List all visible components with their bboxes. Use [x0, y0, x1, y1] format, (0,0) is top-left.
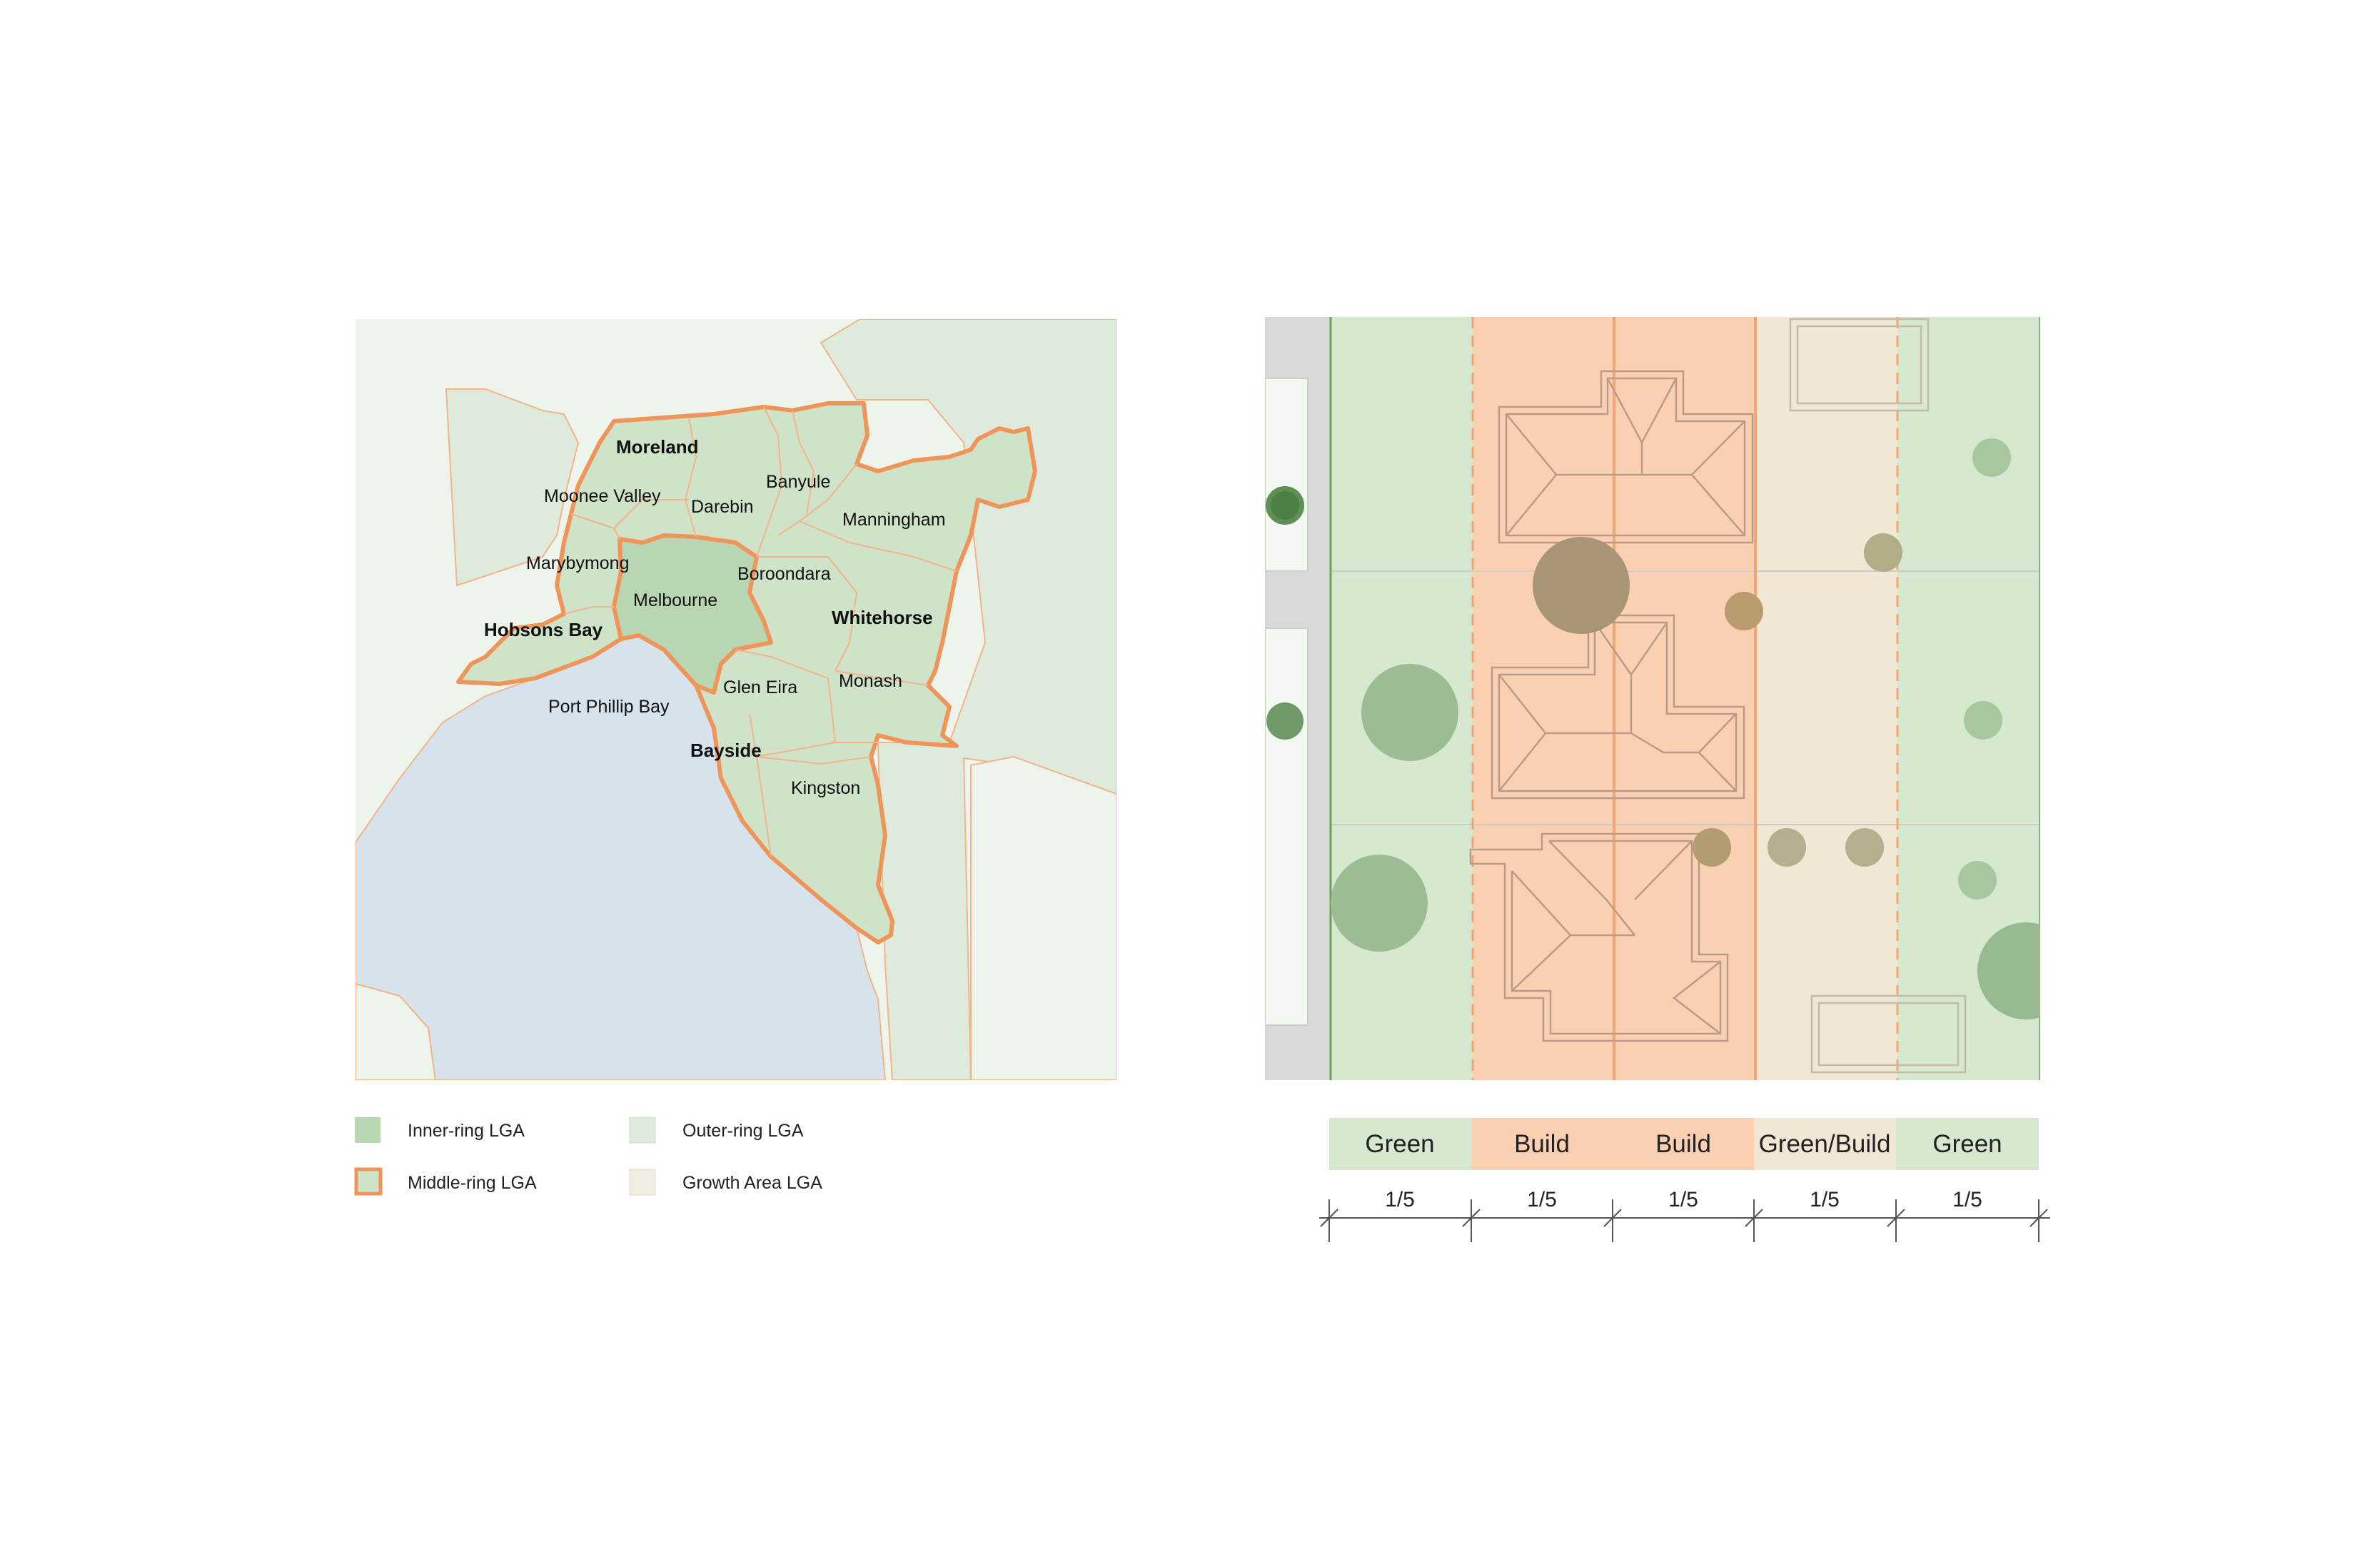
segment-green-1 — [1329, 1118, 1471, 1170]
map-legend: Inner-ring LGA Middle-ring LGA Outer-rin… — [354, 1117, 822, 1196]
label-hobsons-bay: Hobsons Bay — [484, 619, 603, 640]
segment-label: Green/Build — [1759, 1130, 1891, 1158]
label-banyule: Banyule — [766, 472, 830, 492]
tree — [1693, 828, 1731, 867]
label-port-phillip-bay: Port Phillip Bay — [548, 697, 670, 717]
tree — [1972, 438, 2011, 477]
tree — [1271, 491, 1299, 520]
legend-swatch-inner-ring — [355, 1117, 380, 1143]
trees — [1266, 438, 2040, 1019]
segment-bar: Green Build Build Green/Build Green — [1329, 1118, 2039, 1170]
zone-green-build — [1755, 317, 1897, 1080]
dimension-label: 1/5 — [1810, 1188, 1840, 1211]
legend-swatch-growth-area — [629, 1169, 656, 1196]
tree — [1864, 533, 1902, 572]
house-1 — [1498, 370, 1754, 544]
label-moonee-valley: Moonee Valley — [544, 486, 661, 506]
segment-label: Green — [1932, 1130, 2002, 1158]
segment-build-2 — [1613, 1118, 1754, 1170]
dimension-label: 1/5 — [1668, 1188, 1698, 1211]
lga-boundaries — [563, 406, 957, 857]
segment-green-build — [1754, 1118, 1896, 1170]
zone-build-1 — [1473, 317, 1614, 1080]
zone-dividers — [1329, 317, 2040, 1080]
tree — [1977, 922, 2040, 1019]
dimension-label: 1/5 — [1527, 1188, 1557, 1211]
tree — [1768, 828, 1806, 867]
label-moreland: Moreland — [616, 436, 699, 458]
segment-label: Green — [1365, 1130, 1434, 1158]
label-maribyrnong: Marybymong — [526, 553, 630, 573]
label-bayside: Bayside — [690, 740, 762, 761]
dimension-label: 1/5 — [1952, 1188, 1982, 1211]
house-2 — [1491, 614, 1745, 800]
segment-build-1 — [1471, 1118, 1613, 1170]
label-kingston: Kingston — [791, 778, 860, 798]
shed-top — [1789, 318, 1930, 412]
label-boroondara: Boroondara — [737, 564, 831, 584]
legend-middle-ring: Middle-ring LGA — [408, 1173, 537, 1193]
legend-inner-ring: Inner-ring LGA — [408, 1121, 525, 1141]
legend-swatch-middle-ring — [354, 1167, 383, 1196]
site-plan — [1265, 317, 2040, 1080]
segment-green-2 — [1896, 1118, 2039, 1170]
label-darebin: Darebin — [691, 497, 754, 517]
verge-upper — [1265, 378, 1309, 572]
dimension-line — [1319, 1199, 2050, 1242]
segment-label: Build — [1514, 1130, 1570, 1158]
outer-ring-west — [445, 388, 580, 587]
dimension-labels: 1/5 1/5 1/5 1/5 1/5 — [1385, 1188, 1982, 1211]
lot-lines — [1331, 570, 2040, 825]
growth-area-southeast — [970, 755, 1116, 1080]
legend-growth-area: Growth Area LGA — [682, 1173, 822, 1193]
label-glen-eira: Glen Eira — [723, 677, 797, 697]
dimension-label: 1/5 — [1385, 1188, 1415, 1211]
legend-outer-ring: Outer-ring LGA — [682, 1121, 804, 1141]
map-labels: Moreland Moonee Valley Darebin Banyule M… — [484, 436, 946, 798]
tree — [1331, 855, 1428, 952]
shed-bottom — [1810, 994, 1967, 1074]
tree — [1845, 828, 1884, 867]
zone-build-2 — [1614, 317, 1755, 1080]
tree — [1361, 664, 1458, 761]
tree — [1725, 592, 1763, 630]
legend-swatch-outer-ring — [629, 1117, 656, 1144]
tree — [1958, 861, 1997, 900]
label-manningham: Manningham — [842, 510, 946, 530]
verge-lower — [1265, 628, 1309, 1026]
label-whitehorse: Whitehorse — [832, 607, 933, 628]
tree — [1964, 701, 2002, 740]
tree — [1266, 702, 1304, 740]
label-monash: Monash — [839, 671, 902, 691]
tree — [1533, 537, 1630, 634]
label-melbourne: Melbourne — [633, 590, 717, 610]
segment-label: Build — [1655, 1130, 1711, 1158]
house-3 — [1469, 832, 1729, 1042]
